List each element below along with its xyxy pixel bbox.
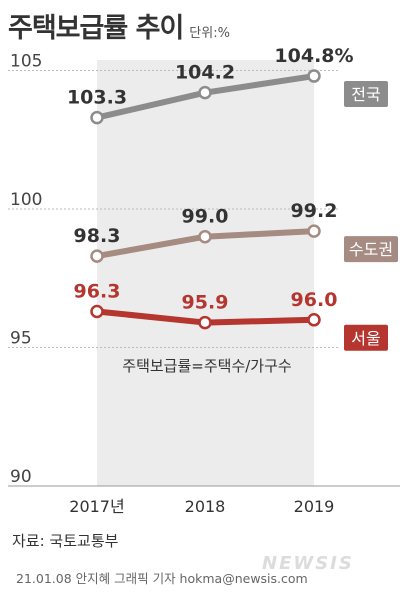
brand-watermark: NEWSIS bbox=[262, 553, 354, 574]
series-name-label: 전국 bbox=[351, 85, 380, 104]
series-name-label: 수도권 bbox=[349, 240, 393, 259]
x-tick-label: 2019 bbox=[294, 497, 335, 516]
data-point bbox=[307, 313, 321, 327]
credit-footer: 21.01.08 안지혜 그래픽 기자 hokma@newsis.com bbox=[16, 571, 308, 586]
data-label: 96.0 bbox=[291, 289, 338, 311]
data-label: 95.9 bbox=[182, 292, 229, 314]
data-label: 104.8% bbox=[274, 45, 353, 67]
series-name-label: 서울 bbox=[351, 329, 380, 348]
data-point bbox=[198, 315, 212, 330]
data-label: 99.2 bbox=[291, 200, 338, 222]
series-name-tag bbox=[344, 324, 388, 351]
unit-label: 단위:% bbox=[189, 26, 230, 41]
y-tick-label: 90 bbox=[10, 467, 32, 487]
title-row: 주택보급률 추이 단위:% bbox=[8, 6, 230, 46]
x-tick-label: 2017년 bbox=[69, 497, 124, 516]
x-tick-label: 2018 bbox=[185, 497, 226, 516]
chart-title: 주택보급률 추이 bbox=[8, 13, 184, 44]
data-point bbox=[90, 110, 104, 125]
y-tick-label: 95 bbox=[10, 329, 32, 349]
data-point bbox=[198, 85, 212, 100]
shaded-band bbox=[97, 60, 314, 486]
data-label: 104.2 bbox=[175, 62, 235, 84]
data-point bbox=[90, 304, 104, 319]
data-label: 99.0 bbox=[182, 206, 229, 228]
data-point bbox=[90, 249, 104, 263]
y-tick-label: 100 bbox=[10, 190, 42, 210]
series-name-tag bbox=[344, 81, 388, 108]
data-point bbox=[307, 69, 321, 83]
data-label: 103.3 bbox=[67, 87, 127, 109]
y-tick-label: 105 bbox=[10, 52, 42, 72]
data-point bbox=[198, 229, 212, 244]
source-note: 자료: 국토교통부 bbox=[12, 532, 119, 550]
data-label: 98.3 bbox=[74, 225, 121, 247]
line-chart: 90 95 100 105 2017년 2018 2019 주택보급률=주택수/가구수 103.… bbox=[8, 45, 400, 516]
series-name-tag bbox=[344, 236, 398, 263]
data-point bbox=[307, 224, 321, 238]
formula-note: 주택보급률=주택수/가구수 bbox=[122, 357, 291, 375]
data-label: 96.3 bbox=[74, 280, 121, 302]
